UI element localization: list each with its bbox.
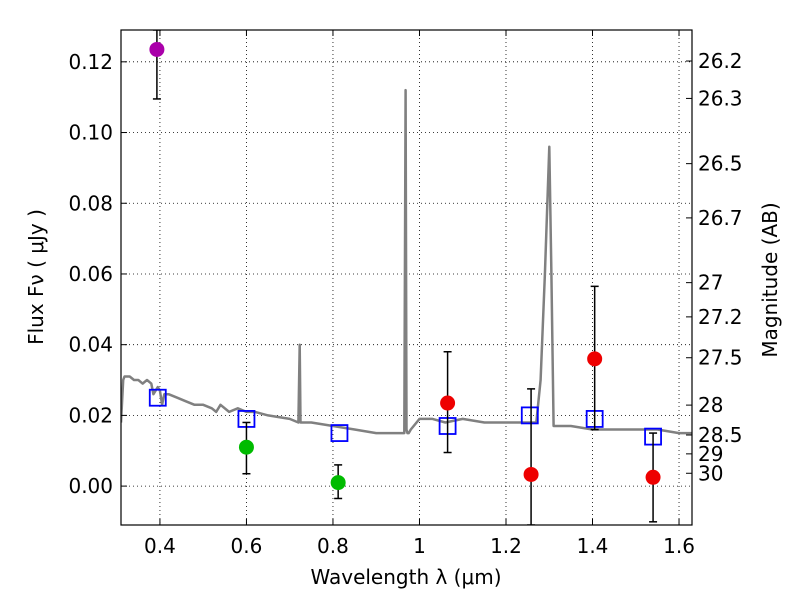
y-tick-label: 0.12 — [68, 50, 113, 74]
data-point-marker — [523, 466, 539, 482]
magnitude-tick-label: 27.2 — [698, 305, 743, 329]
x-axis-title: Wavelength λ (μm) — [310, 565, 501, 589]
y-tick-label: 0.08 — [68, 191, 113, 215]
data-point-marker — [238, 439, 254, 455]
data-point-marker — [645, 469, 661, 485]
data-point-marker — [330, 475, 346, 491]
y-tick-label: 0.02 — [68, 403, 113, 427]
y2-axis-title: Magnitude (AB) — [758, 202, 782, 357]
magnitude-tick-label: 26.3 — [698, 86, 743, 110]
blue-square-marker — [330, 424, 349, 442]
magnitude-tick-label: 26.2 — [698, 49, 743, 73]
y-tick-label: 0.10 — [68, 121, 113, 145]
magnitude-tick-label: 29 — [698, 442, 723, 466]
magnitude-tick-label: 27.5 — [698, 346, 743, 370]
magnitude-tick-label: 27 — [698, 271, 723, 295]
magnitude-tick-label: 26.7 — [698, 206, 743, 230]
ticks — [121, 30, 692, 525]
data-point-marker — [149, 41, 165, 57]
magnitude-tick-label: 30 — [698, 461, 723, 485]
x-tick-label: 0.4 — [144, 534, 176, 558]
magnitude-tick-label: 28 — [698, 393, 723, 417]
data-layer — [121, 30, 692, 525]
tick-labels: 0.4 0.6 0.8 1 1.2 1.4 1.6 0.00 0.02 0.04 0.06 0.08 0… — [68, 49, 742, 558]
x-tick-label: 1.2 — [490, 534, 522, 558]
y-tick-label: 0.04 — [68, 333, 113, 357]
data-point-marker — [440, 395, 456, 411]
x-tick-label: 1.6 — [663, 534, 695, 558]
magnitude-tick-label: 26.5 — [698, 152, 743, 176]
y-tick-label: 0.00 — [68, 474, 113, 498]
y-axis-title: Flux Fν ( μJy ) — [24, 209, 48, 345]
y-tick-label: 0.06 — [68, 262, 113, 286]
data-point-marker — [587, 351, 603, 367]
magnitude-tick-label: 28.5 — [698, 423, 743, 447]
blue-square-marker — [520, 406, 539, 425]
x-tick-label: 0.6 — [231, 534, 263, 558]
blue-square-marker — [148, 388, 167, 407]
x-tick-label: 1 — [413, 534, 426, 558]
x-tick-label: 1.4 — [577, 534, 609, 558]
plot-frame — [120, 29, 693, 526]
x-tick-label: 0.8 — [317, 534, 349, 558]
